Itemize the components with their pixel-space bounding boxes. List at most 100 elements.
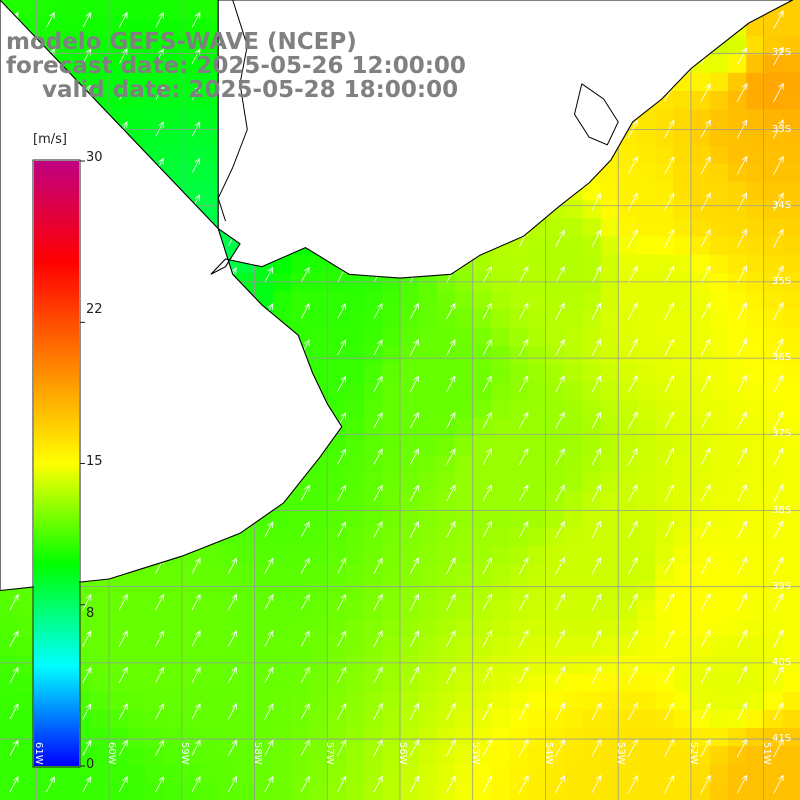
field-cell bbox=[691, 382, 711, 401]
field-cell bbox=[600, 637, 620, 656]
field-cell bbox=[273, 728, 292, 747]
field-cell bbox=[709, 218, 729, 238]
field-cell bbox=[673, 345, 693, 365]
field-cell bbox=[637, 236, 656, 256]
field-cell bbox=[655, 200, 674, 219]
field-cell bbox=[600, 400, 620, 420]
field-cell bbox=[473, 709, 492, 729]
field-cell bbox=[600, 327, 620, 347]
field-cell bbox=[309, 345, 329, 365]
field-cell bbox=[236, 637, 256, 656]
wind-arrow bbox=[337, 448, 347, 465]
wind-arrow bbox=[519, 375, 529, 393]
field-cell bbox=[455, 364, 474, 383]
wind-arrow bbox=[191, 84, 201, 101]
wind-arrow bbox=[118, 666, 128, 684]
field-cell bbox=[91, 582, 110, 602]
wind-arrow bbox=[773, 556, 784, 575]
field-cell bbox=[436, 345, 456, 365]
field-cell bbox=[546, 655, 565, 674]
field-cell bbox=[691, 618, 711, 638]
field-cell bbox=[473, 436, 492, 456]
field-cell bbox=[491, 600, 511, 620]
field-cell bbox=[327, 564, 347, 583]
field-cell bbox=[491, 691, 511, 711]
field-cell bbox=[709, 546, 729, 565]
field-cell bbox=[600, 236, 620, 256]
wind-arrow bbox=[482, 375, 492, 392]
field-cell bbox=[655, 600, 674, 620]
field-cell bbox=[527, 527, 547, 547]
wind-arrow bbox=[191, 775, 201, 793]
field-cell bbox=[182, 655, 201, 674]
wind-arrow bbox=[773, 301, 784, 320]
field-cell bbox=[473, 400, 492, 420]
field-cell bbox=[564, 400, 583, 420]
field-cell bbox=[127, 709, 147, 729]
field-cell bbox=[418, 728, 438, 747]
field-cell bbox=[764, 709, 784, 729]
field-cell bbox=[54, 18, 74, 37]
field-cell bbox=[655, 382, 674, 401]
field-cell bbox=[673, 236, 693, 256]
wind-arrow bbox=[591, 192, 602, 211]
field-cell bbox=[309, 582, 329, 602]
field-cell bbox=[0, 782, 19, 800]
field-cell bbox=[491, 309, 511, 329]
field-cell bbox=[309, 728, 329, 747]
field-cell bbox=[546, 327, 565, 347]
field-cell bbox=[600, 345, 620, 365]
field-cell bbox=[746, 618, 765, 638]
field-cell bbox=[527, 291, 547, 310]
wind-arrow bbox=[700, 556, 711, 575]
field-cell bbox=[418, 618, 438, 638]
field-cell bbox=[163, 18, 183, 37]
field-cell bbox=[200, 182, 219, 201]
field-cell bbox=[218, 637, 238, 656]
field-cell bbox=[145, 618, 165, 638]
wind-arrow bbox=[518, 556, 529, 575]
field-cell bbox=[600, 473, 620, 492]
field-cell bbox=[709, 709, 729, 729]
field-cell bbox=[746, 546, 765, 565]
field-cell bbox=[382, 291, 401, 310]
field-cell bbox=[618, 382, 638, 401]
field-cell bbox=[509, 455, 529, 474]
field-cell bbox=[709, 327, 729, 347]
field-cell bbox=[436, 728, 456, 747]
field-cell bbox=[291, 491, 310, 511]
field-cell bbox=[728, 200, 747, 219]
field-cell bbox=[782, 618, 800, 638]
field-cell bbox=[436, 709, 456, 729]
wind-arrow bbox=[555, 520, 565, 538]
wind-arrow bbox=[737, 629, 747, 648]
field-cell bbox=[327, 382, 347, 401]
wind-arrow bbox=[9, 593, 19, 611]
field-cell bbox=[709, 127, 729, 147]
field-cell bbox=[527, 309, 547, 329]
wind-arrow bbox=[9, 630, 19, 647]
field-cell bbox=[564, 728, 583, 747]
field-cell bbox=[491, 637, 511, 656]
field-cell bbox=[400, 546, 420, 565]
field-cell bbox=[782, 746, 800, 765]
wind-arrow bbox=[300, 702, 310, 720]
field-cell bbox=[782, 327, 800, 347]
field-cell bbox=[691, 345, 711, 365]
field-cell bbox=[764, 509, 784, 529]
field-cell bbox=[91, 655, 110, 674]
wind-arrow bbox=[555, 629, 565, 648]
field-cell bbox=[109, 18, 128, 37]
field-cell bbox=[746, 36, 765, 56]
field-cell bbox=[509, 728, 529, 747]
field-cell bbox=[564, 782, 583, 800]
wind-arrow bbox=[300, 593, 310, 611]
wind-arrow bbox=[518, 775, 529, 794]
field-cell bbox=[782, 236, 800, 256]
field-cell bbox=[491, 345, 511, 365]
field-cell bbox=[746, 564, 765, 583]
wind-arrow bbox=[591, 520, 602, 539]
field-cell bbox=[0, 655, 19, 674]
field-cell bbox=[109, 582, 128, 602]
field-cell bbox=[400, 309, 420, 329]
